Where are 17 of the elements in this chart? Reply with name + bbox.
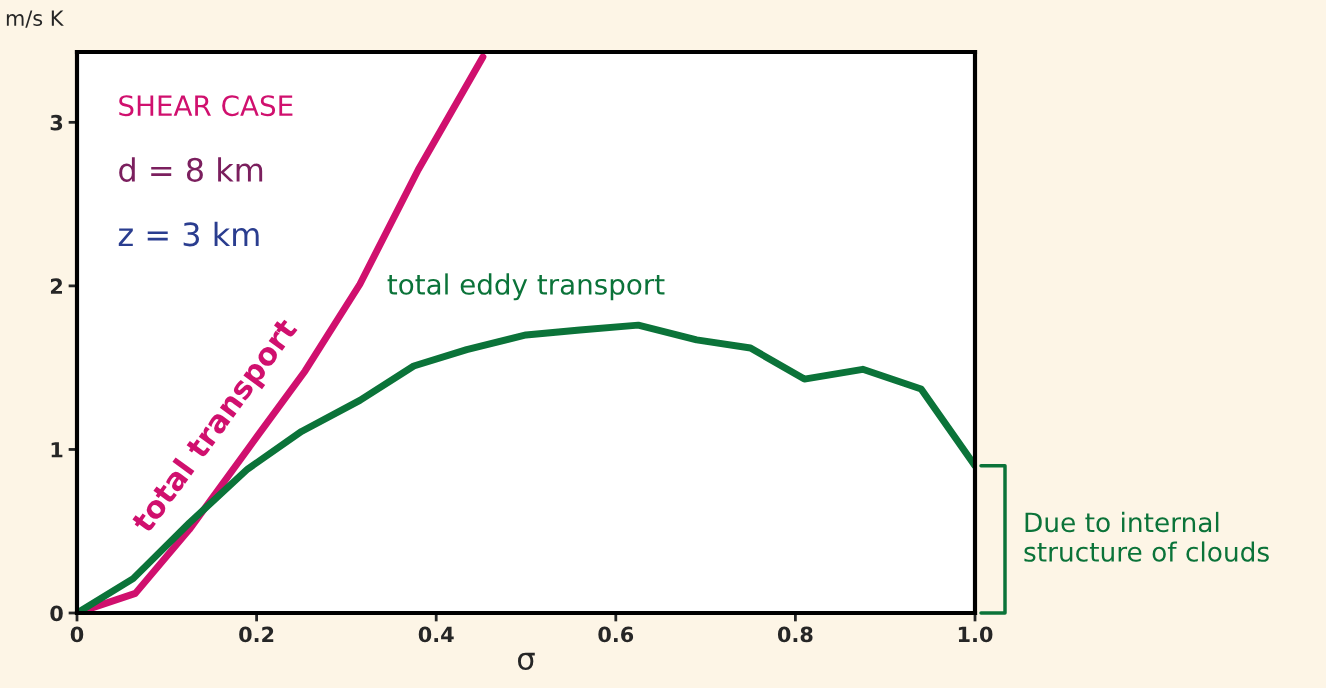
y-tick-label: 2 <box>50 278 62 294</box>
series-label: total eddy transport <box>387 273 665 301</box>
x-tick-label: 0.2 <box>239 626 274 643</box>
x-tick-label: 1.0 <box>958 626 993 643</box>
annotation: z = 3 km <box>118 221 259 247</box>
y-tick-label: 3 <box>50 114 63 131</box>
x-tick-label: 0.4 <box>418 626 454 643</box>
x-tick-label: 0 <box>70 626 84 643</box>
annotation: SHEAR CASE <box>119 95 293 117</box>
y-tick-label: 1 <box>51 442 63 458</box>
text: Due to internal structure of clouds <box>1024 511 1269 562</box>
y-axis-title: m/s K <box>6 10 64 28</box>
x-tick-label: 0.6 <box>598 626 634 643</box>
y-tick-label: 0 <box>50 605 63 622</box>
annotation: d = 8 km <box>119 157 263 182</box>
x-tick-label: 0.8 <box>777 626 813 643</box>
x-axis-title: σ <box>518 652 535 671</box>
